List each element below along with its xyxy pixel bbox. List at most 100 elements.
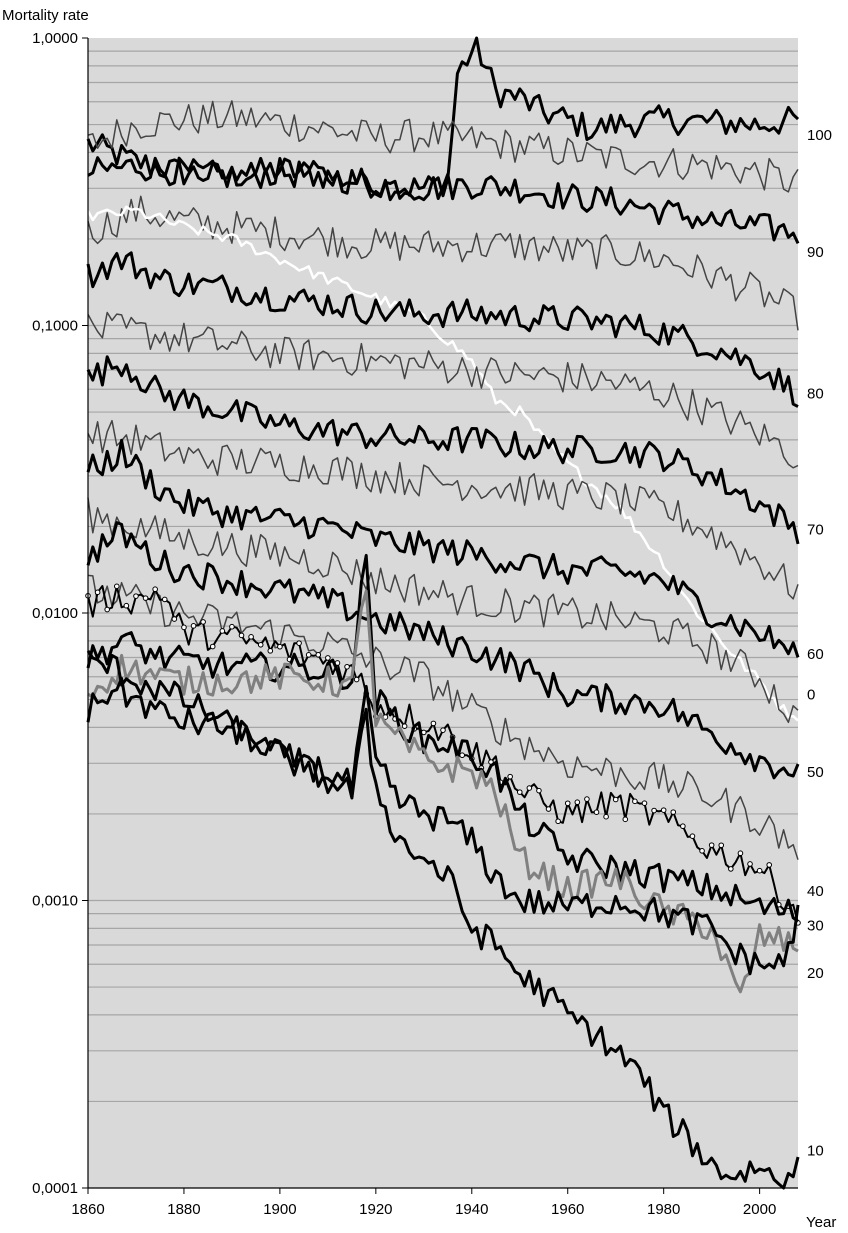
age-label-30: 30	[807, 917, 824, 934]
series-thin-1	[87, 100, 799, 193]
series-point	[689, 833, 696, 839]
series-line	[87, 419, 799, 600]
series-line	[87, 100, 799, 193]
series-point	[344, 663, 350, 670]
series-point	[708, 842, 715, 848]
age-label-0: 0	[807, 687, 815, 704]
series-30	[87, 589, 799, 994]
age-labels: 100 90 80 70 60 50 0 40 30 20 10	[807, 127, 832, 1160]
series-90	[87, 156, 800, 245]
series-point	[564, 800, 571, 807]
series-line	[86, 355, 800, 545]
age-label-70: 70	[807, 522, 824, 539]
series-point	[94, 589, 101, 596]
series-point	[507, 773, 513, 780]
x-tick-label: 2000	[743, 1201, 776, 1218]
series-point	[593, 809, 600, 816]
series-thin-10	[87, 497, 799, 724]
series-point	[756, 867, 763, 874]
series-point	[161, 596, 168, 603]
series-point	[545, 806, 552, 812]
series-point	[622, 816, 629, 823]
series-line	[86, 553, 799, 923]
x-tick-labels: 1860 1880 1900 1920 1940 1960 1980 2000	[71, 1188, 776, 1218]
age-label-60: 60	[807, 646, 824, 663]
series-line	[87, 497, 799, 724]
series-point	[353, 676, 360, 683]
series-point	[229, 623, 235, 630]
x-tick-label: 1860	[71, 1201, 104, 1218]
series-point	[325, 655, 331, 661]
series-point	[680, 823, 686, 830]
series-100	[86, 36, 800, 202]
series-line	[87, 311, 799, 469]
y-tick-label: 0,0100	[32, 605, 78, 622]
series-point	[257, 642, 264, 648]
series-point	[219, 628, 226, 634]
x-tick-label: 1940	[455, 1201, 488, 1218]
x-axis-title: Year	[806, 1214, 836, 1231]
age-label-50: 50	[807, 764, 824, 781]
series-point	[747, 861, 753, 867]
series-point	[401, 723, 408, 729]
series-point	[190, 623, 197, 629]
series-line	[86, 650, 800, 1190]
series-60	[86, 438, 800, 658]
y-tick-label: 0,1000	[32, 318, 78, 335]
x-tick-label: 1880	[167, 1201, 200, 1218]
y-tick-label: 0,0001	[32, 1180, 78, 1197]
x-tick-label: 1920	[359, 1201, 392, 1218]
series-point	[305, 652, 312, 658]
series-point	[526, 785, 533, 791]
series-point	[612, 796, 619, 803]
gridlines	[88, 50, 798, 1103]
series-point	[209, 643, 216, 650]
series-point	[766, 862, 773, 868]
series-point	[152, 586, 158, 593]
series-line	[87, 574, 799, 860]
series-point	[171, 616, 178, 622]
x-tick-label: 1900	[263, 1201, 296, 1218]
series-point	[459, 752, 465, 759]
age-label-100: 100	[807, 127, 832, 144]
series-point	[536, 787, 542, 794]
series-point	[632, 798, 638, 805]
series-point	[574, 799, 581, 806]
series-point	[699, 848, 705, 854]
series-point	[267, 648, 274, 654]
x-tick-label: 1960	[551, 1201, 584, 1218]
series-point	[104, 606, 110, 613]
series-point	[123, 602, 130, 609]
series-point	[296, 640, 302, 646]
series-point	[584, 796, 590, 802]
series-10	[86, 650, 800, 1190]
series-40	[86, 553, 799, 923]
series-line	[86, 438, 800, 658]
series-line	[86, 521, 800, 780]
series-point	[113, 583, 120, 590]
series-point	[718, 842, 725, 849]
series-point	[728, 866, 734, 872]
y-tick-label: 0,0010	[32, 893, 78, 910]
series-point	[651, 807, 657, 814]
series-thin-12	[87, 574, 799, 860]
series-line	[87, 589, 799, 994]
y-axis-title: Mortality rate	[2, 7, 89, 24]
series-point	[133, 593, 139, 599]
age-label-40: 40	[807, 883, 824, 900]
x-tick-label: 1980	[647, 1201, 680, 1218]
age-label-90: 90	[807, 244, 824, 261]
series-50	[86, 521, 800, 780]
series-point	[516, 789, 523, 795]
series-point	[200, 619, 206, 625]
series-point	[670, 809, 677, 815]
series-point	[440, 727, 446, 733]
series-point	[660, 807, 667, 813]
series-point	[737, 850, 744, 856]
y-tick-label: 1,0000	[32, 30, 78, 47]
series-point	[603, 813, 609, 820]
series-point	[430, 720, 437, 727]
series-point	[142, 595, 149, 601]
series-thin-3	[87, 195, 799, 331]
